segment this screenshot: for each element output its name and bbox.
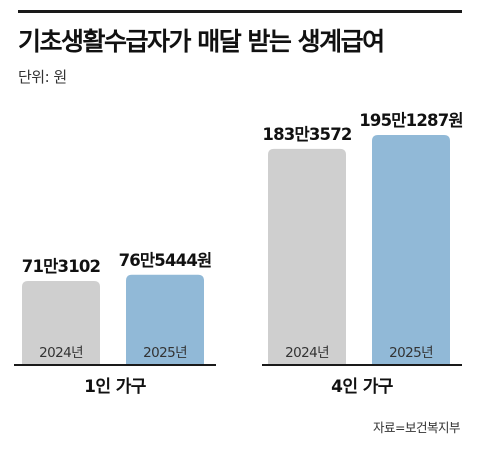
year-label-0-1: 2025년 [143, 345, 187, 361]
chart-title: 기초생활수급자가 매달 받는 생계급여 [18, 27, 385, 56]
unit-label: 단위: 원 [18, 68, 67, 86]
bar-1-0 [268, 148, 346, 365]
year-label-1-0: 2024년 [285, 345, 329, 361]
value-label-1-0: 183만3572 [262, 125, 351, 144]
value-label-0-1: 76만5444원 [119, 251, 212, 270]
bar-1-1 [372, 135, 450, 365]
bar-0-0 [22, 280, 100, 365]
year-label-1-1: 2025년 [389, 345, 433, 361]
title-top-rule [18, 10, 462, 13]
category-label-1: 4인 가구 [331, 377, 394, 397]
value-label-0-0: 71만3102 [22, 257, 101, 276]
value-label-1-1: 195만1287원 [359, 111, 463, 130]
year-label-0-0: 2024년 [39, 345, 83, 361]
category-label-0: 1인 가구 [84, 377, 147, 397]
source-credit: 자료=보건복지부 [373, 420, 460, 435]
bar-0-1 [126, 274, 204, 365]
